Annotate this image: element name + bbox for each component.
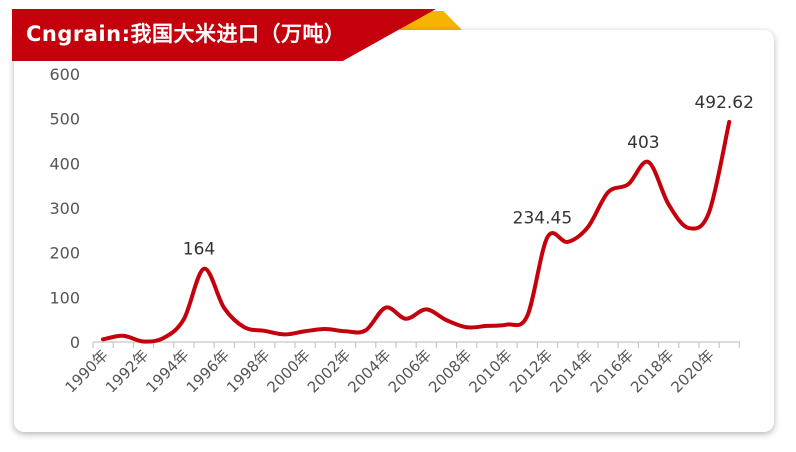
- y-tick-label: 300: [49, 199, 80, 218]
- x-tick-label: 2012年: [506, 346, 556, 396]
- x-tick-label: 2008年: [425, 346, 475, 396]
- data-point: [667, 202, 671, 206]
- x-tick-label: 2016年: [587, 346, 637, 396]
- data-point: [182, 317, 186, 321]
- data-point: [727, 120, 731, 124]
- data-point: [141, 340, 145, 344]
- data-point: [646, 160, 650, 164]
- series-rice-imports: [101, 119, 732, 344]
- chart-title: Cngrain:我国大米进口（万吨）: [26, 22, 346, 46]
- data-point: [121, 334, 125, 338]
- x-tick-label: 2014年: [546, 346, 596, 396]
- data-point: [303, 329, 307, 333]
- data-point: [343, 329, 347, 333]
- data-point: [586, 225, 590, 229]
- data-point: [263, 329, 267, 333]
- data-point: [485, 324, 489, 328]
- data-point: [424, 307, 428, 311]
- data-point: [283, 332, 287, 336]
- x-tick-label: 2020年: [667, 346, 717, 396]
- data-label: 234.45: [513, 208, 572, 228]
- data-label: 492.62: [694, 93, 753, 113]
- data-point: [545, 235, 549, 239]
- chart-card: [14, 30, 774, 432]
- data-labels: 164 234.45 403 492.62: [183, 93, 754, 260]
- x-tick-label: 2006年: [385, 346, 435, 396]
- data-point: [222, 306, 226, 310]
- data-point: [566, 240, 570, 244]
- series-line: [101, 119, 732, 344]
- data-point: [242, 325, 246, 329]
- x-tick-label: 2000年: [263, 346, 313, 396]
- data-point: [525, 314, 529, 318]
- x-tick-label: 1996年: [183, 346, 233, 396]
- y-axis: 0 100 200 300 400 500 600: [49, 65, 80, 352]
- data-point: [364, 328, 368, 332]
- data-point: [707, 210, 711, 214]
- x-tick-label: 2002年: [304, 346, 354, 396]
- data-point: [505, 323, 509, 327]
- data-label: 403: [627, 133, 659, 153]
- x-tick-label: 2010年: [465, 346, 515, 396]
- data-label: 164: [183, 240, 215, 260]
- x-tick-label: 1994年: [142, 346, 192, 396]
- data-point: [444, 318, 448, 322]
- x-axis: 1990年1992年1994年1996年1998年2000年2002年2004年…: [61, 341, 741, 396]
- data-point: [465, 325, 469, 329]
- data-point: [404, 317, 408, 321]
- data-point: [323, 327, 327, 331]
- x-tick-label: 1992年: [102, 346, 152, 396]
- data-point: [606, 190, 610, 194]
- data-point: [626, 182, 630, 186]
- x-tick-label: 2018年: [627, 346, 677, 396]
- y-tick-label: 400: [49, 154, 80, 173]
- x-tick-label: 1998年: [223, 346, 273, 396]
- y-tick-label: 0: [70, 333, 80, 352]
- data-point: [162, 336, 166, 340]
- y-tick-label: 500: [49, 110, 80, 129]
- data-point: [202, 267, 206, 271]
- data-point: [687, 226, 691, 230]
- data-point: [384, 306, 388, 310]
- y-tick-label: 600: [49, 65, 80, 84]
- x-tick-label: 2004年: [344, 346, 394, 396]
- y-tick-label: 200: [49, 244, 80, 263]
- data-point: [101, 337, 105, 341]
- y-tick-label: 100: [49, 288, 80, 307]
- x-tick-label: 1990年: [61, 346, 111, 396]
